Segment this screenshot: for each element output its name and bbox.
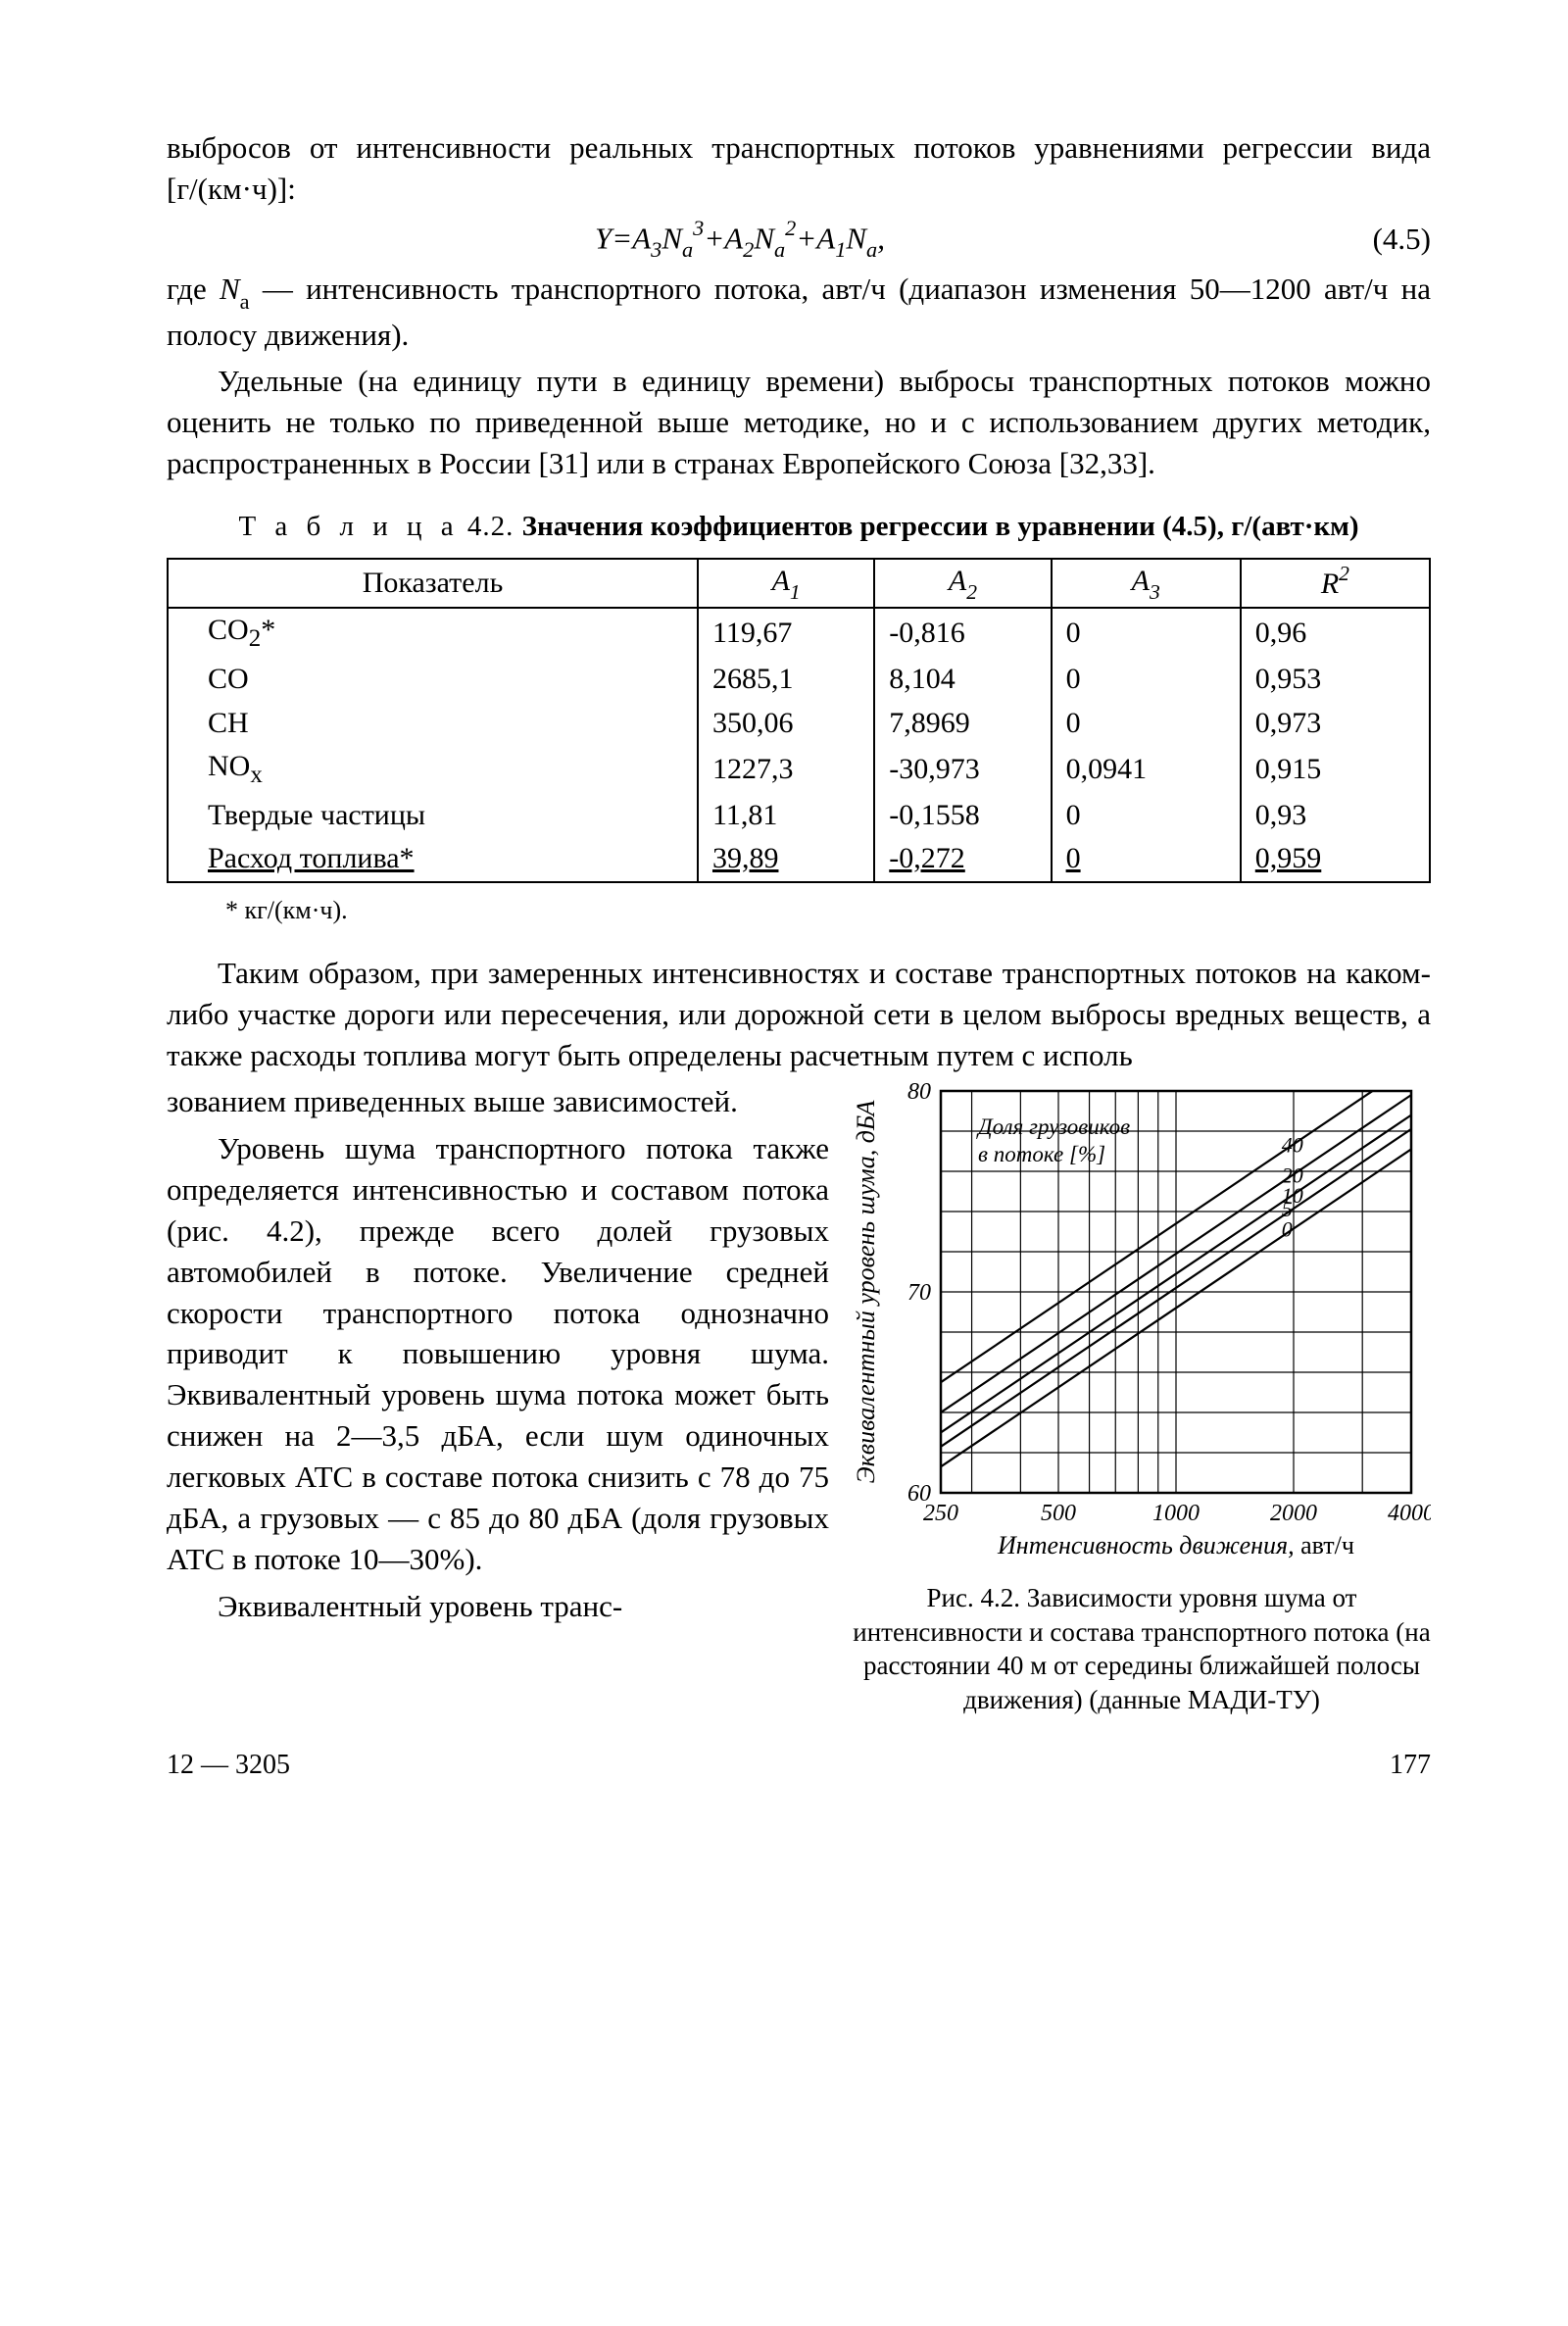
paragraph: Таким образом, при замеренных интенсивно… <box>167 953 1431 1076</box>
figure-caption: Рис. 4.2. Зависимости уровня шума от инт… <box>853 1581 1431 1716</box>
page-number: 177 <box>1390 1747 1431 1784</box>
table-cell: 0,96 <box>1241 608 1430 658</box>
table-row: CO2*119,67-0,81600,96 <box>168 608 1430 658</box>
equation-row: Y=A3Na3+A2Na2+A1Na, (4.5) <box>167 216 1431 264</box>
table-header: A3 <box>1052 559 1241 608</box>
paragraph: зованием приведенных выше зави­симостей. <box>167 1081 829 1122</box>
table-cell: 0,0941 <box>1052 745 1241 794</box>
svg-text:80: 80 <box>907 1081 931 1105</box>
svg-text:2000: 2000 <box>1270 1501 1317 1526</box>
table-cell: -0,1558 <box>874 794 1051 838</box>
coef-table: Показатель A1 A2 A3 R2 CO2*119,67-0,8160… <box>167 558 1431 883</box>
chart-svg: 25050010002000400060708040201050Доля гру… <box>853 1081 1431 1571</box>
table-cell: 350,06 <box>698 702 874 746</box>
table-header-row: Показатель A1 A2 A3 R2 <box>168 559 1430 608</box>
page-footer: 12 — 3205 177 <box>167 1747 1431 1784</box>
table-row: CH350,067,896900,973 <box>168 702 1430 746</box>
table-cell: 0,915 <box>1241 745 1430 794</box>
svg-text:Интенсивность движения, авт/ч: Интенсивность движения, авт/ч <box>997 1531 1354 1559</box>
table-title: Значения коэффициентов регрессии в уравн… <box>522 511 1359 542</box>
table-cell: 0 <box>1052 702 1241 746</box>
right-column: 25050010002000400060708040201050Доля гру… <box>853 1081 1431 1716</box>
table-cell: 8,104 <box>874 658 1051 702</box>
table-cell: 39,89 <box>698 837 874 882</box>
table-header: Показатель <box>168 559 698 608</box>
footer-left: 12 — 3205 <box>167 1747 290 1784</box>
table-cell: 7,8969 <box>874 702 1051 746</box>
table-caption: Т а б л и ц а 4.2. Значения коэффициенто… <box>167 508 1431 546</box>
svg-text:1000: 1000 <box>1152 1501 1200 1526</box>
svg-text:в потоке [%]: в потоке [%] <box>978 1142 1105 1166</box>
two-column-layout: зованием приведенных выше зави­симостей.… <box>167 1081 1431 1716</box>
table-cell: 119,67 <box>698 608 874 658</box>
table-row: Твердые частицы11,81-0,155800,93 <box>168 794 1430 838</box>
table-cell: -30,973 <box>874 745 1051 794</box>
table-cell: -0,816 <box>874 608 1051 658</box>
table-cell: 0 <box>1052 837 1241 882</box>
svg-text:60: 60 <box>907 1481 931 1507</box>
svg-text:Доля грузовиков: Доля грузовиков <box>976 1114 1130 1139</box>
table-cell: Расход топлива* <box>168 837 698 882</box>
equation-number: (4.5) <box>1313 219 1431 260</box>
table-row: Расход топлива*39,89-0,27200,959 <box>168 837 1430 882</box>
noise-chart: 25050010002000400060708040201050Доля гру… <box>853 1081 1431 1571</box>
table-cell: 11,81 <box>698 794 874 838</box>
table-cell: CO <box>168 658 698 702</box>
table-row: NOx1227,3-30,9730,09410,915 <box>168 745 1430 794</box>
equation-4-5: Y=A3Na3+A2Na2+A1Na, <box>167 216 1313 264</box>
table-cell: Твердые частицы <box>168 794 698 838</box>
page: выбросов от интенсивности реальных транс… <box>0 0 1568 1861</box>
left-column: зованием приведенных выше зави­симостей.… <box>167 1081 829 1632</box>
svg-text:Эквивалентный уровень шума, дБ: Эквивалентный уровень шума, дБА <box>853 1101 880 1484</box>
table-cell: 0 <box>1052 794 1241 838</box>
svg-text:70: 70 <box>907 1280 931 1306</box>
svg-text:4000: 4000 <box>1388 1501 1431 1526</box>
svg-text:40: 40 <box>1282 1133 1303 1158</box>
table-cell: 0,973 <box>1241 702 1430 746</box>
table-header: A2 <box>874 559 1051 608</box>
table-header: A1 <box>698 559 874 608</box>
paragraph: Уровень шума транспортного потока также … <box>167 1128 829 1579</box>
table-cell: 0 <box>1052 658 1241 702</box>
paragraph: Удельные (на единицу пути в единицу врем… <box>167 361 1431 484</box>
svg-text:500: 500 <box>1041 1501 1076 1526</box>
table-cell: CH <box>168 702 698 746</box>
table-header: R2 <box>1241 559 1430 608</box>
table-cell: -0,272 <box>874 837 1051 882</box>
svg-text:0: 0 <box>1282 1217 1293 1242</box>
table-label: Т а б л и ц а <box>238 511 459 542</box>
table-cell: 2685,1 <box>698 658 874 702</box>
paragraph: Эквивалентный уровень транс- <box>167 1586 829 1627</box>
table-cell: 0,959 <box>1241 837 1430 882</box>
table-cell: 0,93 <box>1241 794 1430 838</box>
table-cell: CO2* <box>168 608 698 658</box>
table-cell: NOx <box>168 745 698 794</box>
paragraph: где Na — интенсивность транспортного пот… <box>167 269 1431 355</box>
table-footnote: * кг/(км·ч). <box>225 893 1431 927</box>
table-cell: 0,953 <box>1241 658 1430 702</box>
paragraph: выбросов от интенсивности реальных транс… <box>167 127 1431 210</box>
table-cell: 0 <box>1052 608 1241 658</box>
table-row: CO2685,18,10400,953 <box>168 658 1430 702</box>
table-cell: 1227,3 <box>698 745 874 794</box>
